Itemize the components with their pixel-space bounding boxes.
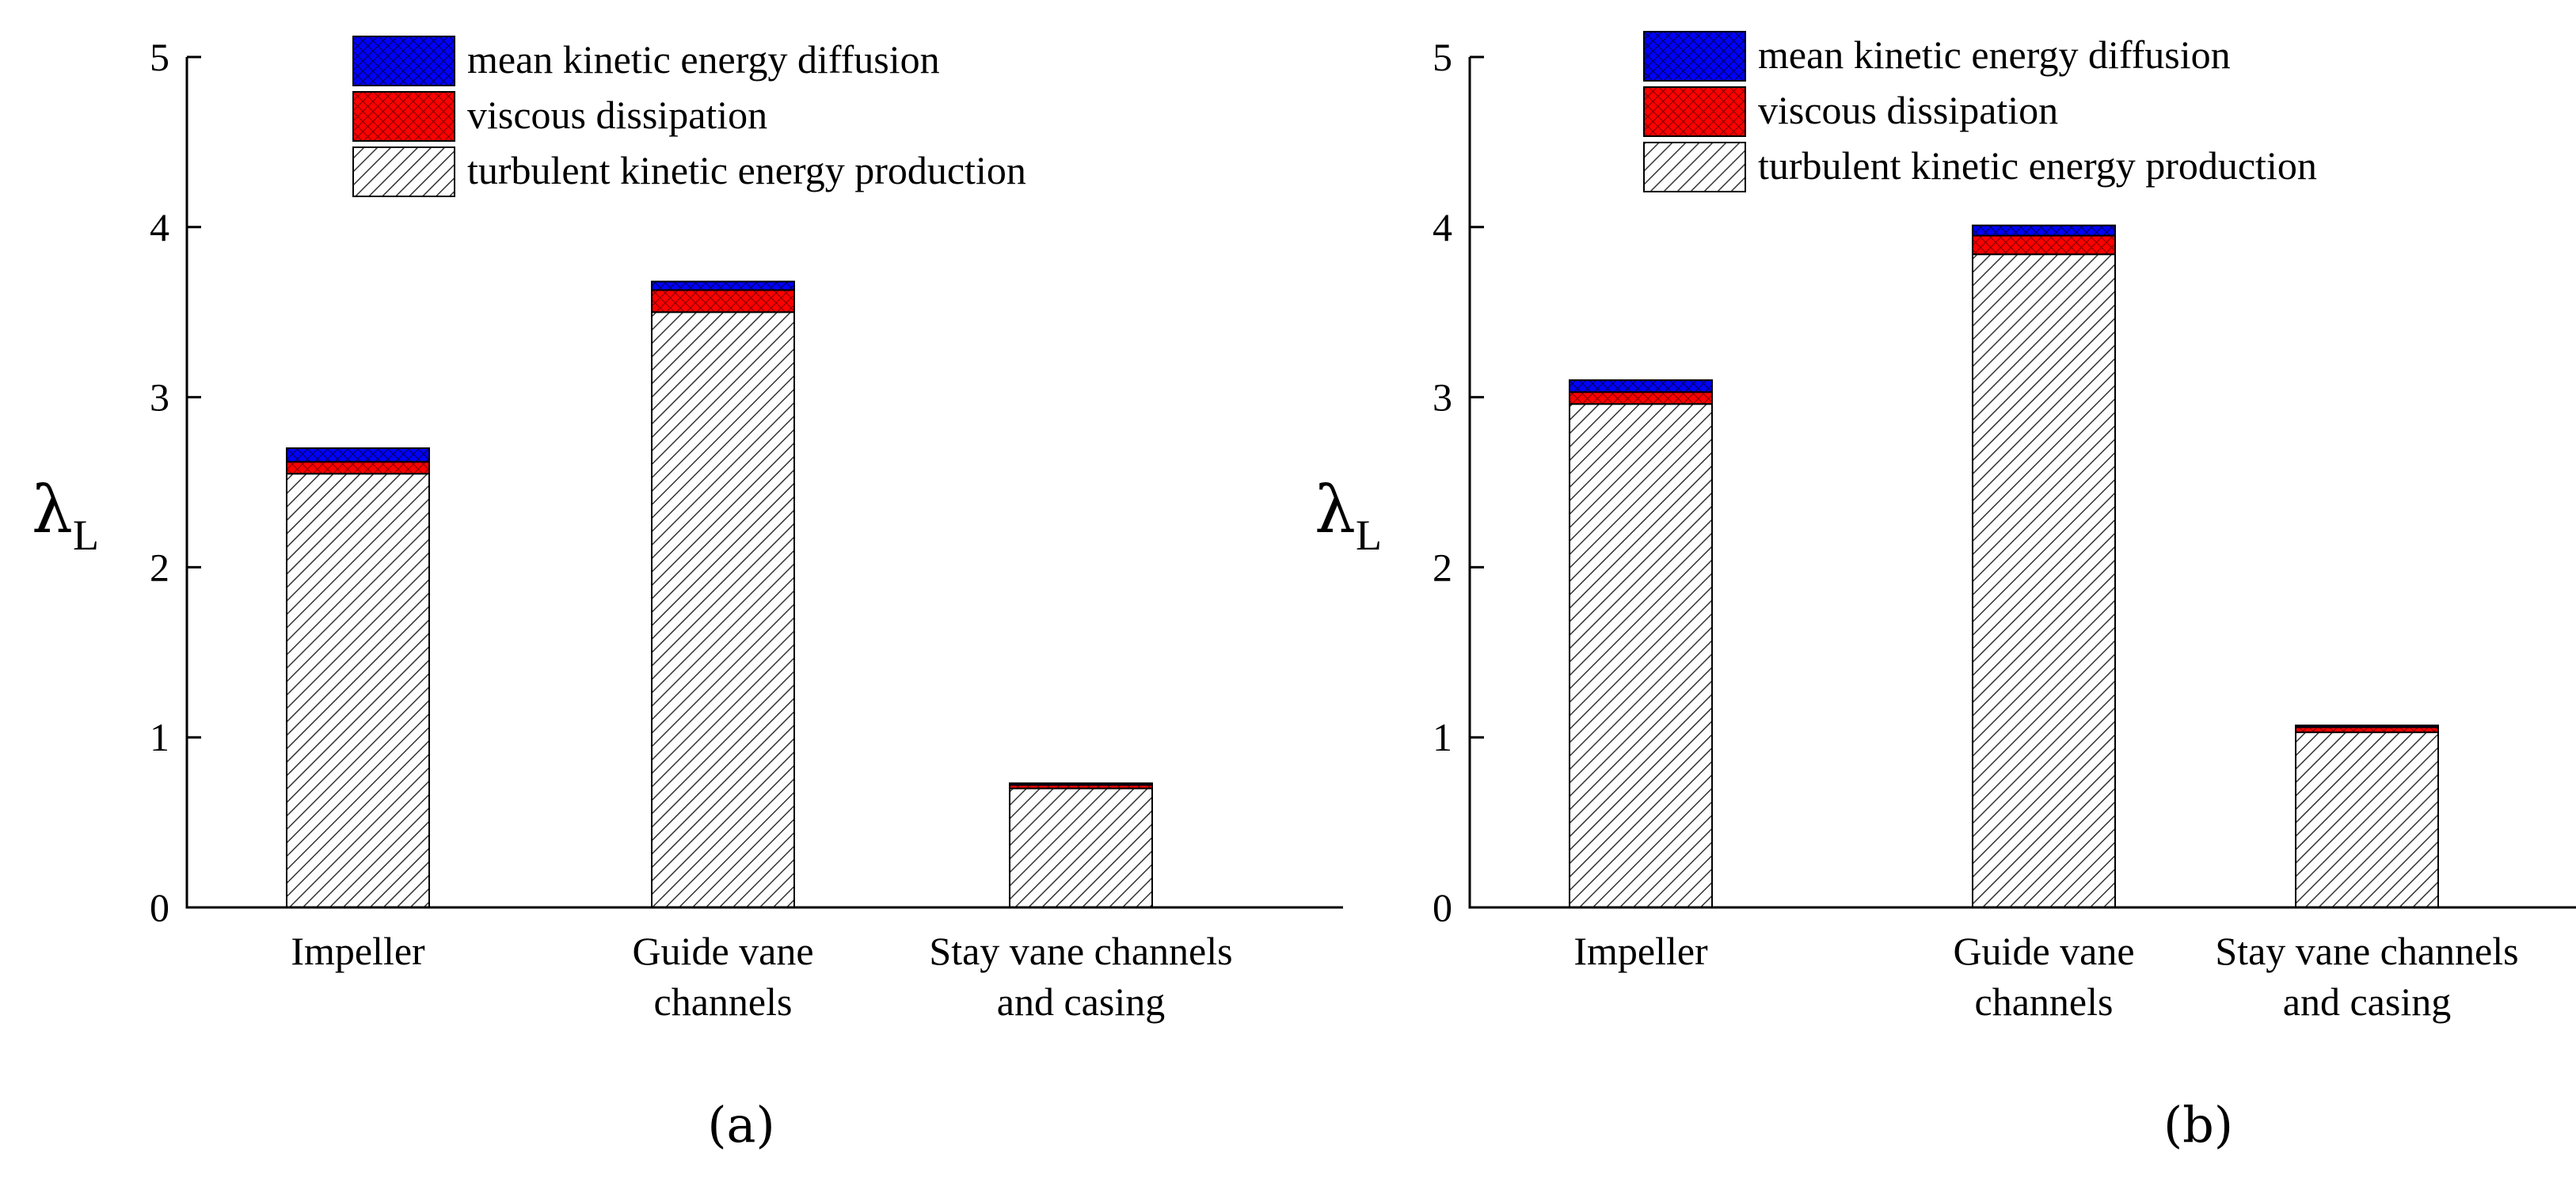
legend-swatch-viscous-dissipation: [1643, 86, 1746, 137]
bars-layer: [1569, 224, 2439, 908]
bar-impeller-turbulent-kinetic-energy-production: [286, 473, 430, 908]
legend-label: viscous dissipation: [467, 93, 767, 137]
y-tick-label: 5: [1433, 35, 1452, 79]
bars-layer: [286, 280, 1153, 909]
y-tick-label: 1: [150, 715, 169, 759]
bar-impeller-mean-kinetic-energy-diffusion: [1569, 379, 1713, 394]
y-ticks: 0 1 2 3 4 5: [150, 35, 201, 930]
x-category-label: Stay vane channels and casing: [2215, 929, 2518, 1024]
y-tick-label: 3: [150, 375, 169, 420]
bar-guide-vane-channels-turbulent-kinetic-energy-production: [651, 311, 795, 908]
bar-stay-vane-channels-and-casing-turbulent-kinetic-energy-production: [2295, 731, 2439, 908]
bar-stay-vane-channels-and-casing-mean-kinetic-energy-diffusion: [2295, 725, 2439, 728]
bar-impeller-viscous-dissipation: [1569, 391, 1713, 405]
bar-guide-vane-channels-mean-kinetic-energy-diffusion: [1972, 224, 2116, 237]
y-tick-label: 4: [1433, 205, 1452, 249]
panel-label: (b): [2163, 1096, 2233, 1154]
bar-guide-vane-channels-turbulent-kinetic-energy-production: [1972, 253, 2116, 908]
x-category-label: Guide vane channels: [632, 929, 813, 1024]
bar-guide-vane-channels-viscous-dissipation: [1972, 234, 2116, 256]
bar-stay-vane-channels-and-casing-mean-kinetic-energy-diffusion: [1009, 782, 1153, 786]
legend-label: turbulent kinetic energy production: [1758, 143, 2317, 188]
y-tick-label: 0: [1433, 885, 1452, 930]
bar-impeller-turbulent-kinetic-energy-production: [1569, 403, 1713, 908]
y-ticks: 0 1 2 3 4 5: [1433, 35, 1484, 930]
chart-panel-b: 0 1 2 3 4 5 Impeller Guide vane channels Stay va…: [1315, 31, 2576, 1154]
y-tick-label: 4: [150, 205, 169, 249]
bar-impeller-viscous-dissipation: [286, 461, 430, 475]
bar-stay-vane-channels-and-casing-turbulent-kinetic-energy-production: [1009, 787, 1153, 909]
bar-guide-vane-channels-mean-kinetic-energy-diffusion: [651, 280, 795, 291]
y-axis-label: λL: [1315, 473, 1382, 559]
legend: mean kinetic energy diffusion viscous dis…: [352, 36, 1026, 197]
y-tick-label: 3: [1433, 375, 1452, 420]
x-category-label: Impeller: [1573, 929, 1708, 973]
legend-label: mean kinetic energy diffusion: [1758, 32, 2231, 77]
x-category-labels: Impeller Guide vane channels Stay vane chan…: [1573, 929, 2518, 1024]
panel-label: (a): [707, 1096, 774, 1154]
legend-swatch-mean-kinetic-energy-diffusion: [1643, 31, 1746, 82]
legend: mean kinetic energy diffusion viscous dis…: [1643, 31, 2317, 192]
y-axis-label: λL: [32, 473, 99, 559]
y-tick-label: 2: [150, 545, 169, 589]
legend-swatch-turbulent-kinetic-energy-production: [1643, 142, 1746, 192]
legend-swatch-viscous-dissipation: [352, 91, 455, 142]
bar-impeller-mean-kinetic-energy-diffusion: [286, 447, 430, 463]
chart-panel-a: 0 1 2 3 4 5 Impeller Guide vane channels Stay va…: [32, 35, 1343, 1154]
y-tick-label: 5: [150, 35, 169, 79]
legend-swatch-turbulent-kinetic-energy-production: [352, 146, 455, 197]
legend-label: turbulent kinetic energy production: [467, 148, 1026, 192]
bar-guide-vane-channels-viscous-dissipation: [651, 289, 795, 314]
legend-label: mean kinetic energy diffusion: [467, 37, 940, 82]
x-category-labels: Impeller Guide vane channels Stay vane chan…: [291, 929, 1232, 1024]
legend-label: viscous dissipation: [1758, 88, 2058, 132]
y-tick-label: 1: [1433, 715, 1452, 759]
x-category-label: Impeller: [291, 929, 425, 973]
legend-swatch-mean-kinetic-energy-diffusion: [352, 36, 455, 86]
y-tick-label: 0: [150, 885, 169, 930]
x-category-label: Guide vane channels: [1953, 929, 2134, 1024]
y-tick-label: 2: [1433, 545, 1452, 589]
x-category-label: Stay vane channels and casing: [929, 929, 1232, 1024]
